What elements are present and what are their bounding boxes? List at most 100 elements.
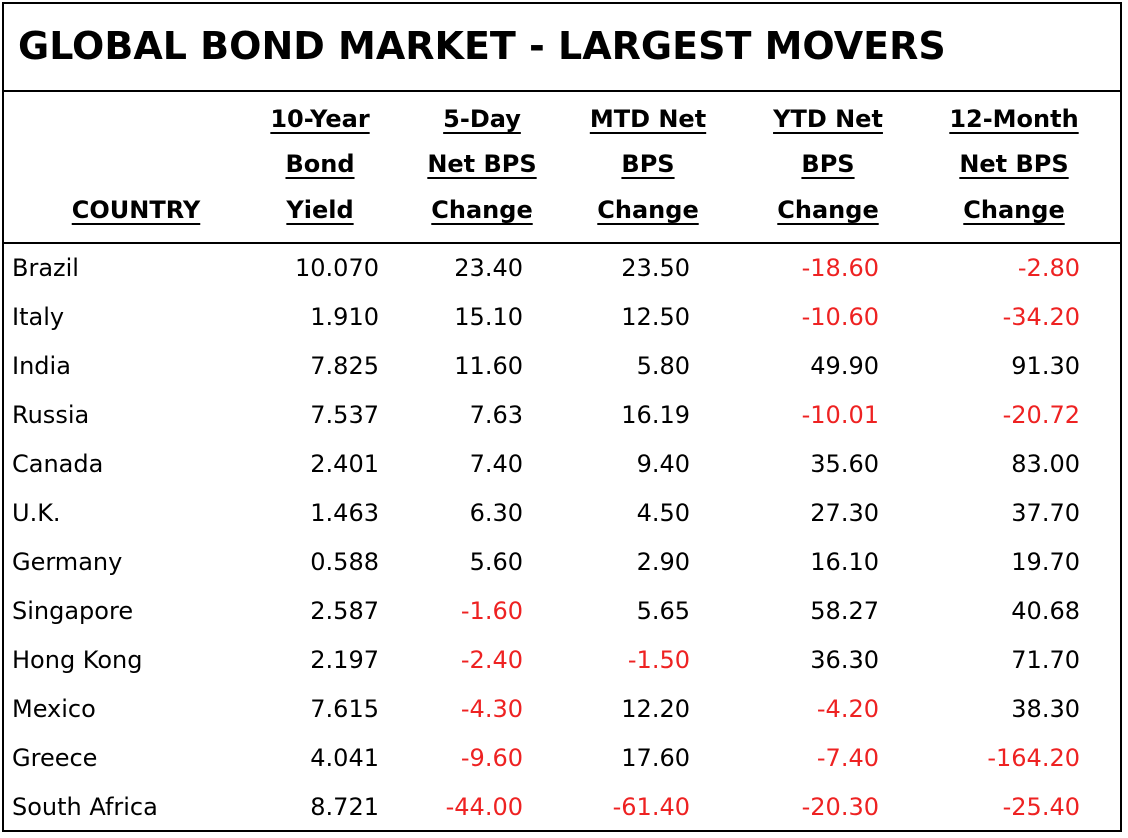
cell-m12: 38.30 — [1011, 695, 1080, 723]
cell-mtd: 5.80 — [636, 352, 690, 380]
cell-m12: 91.30 — [1011, 352, 1080, 380]
header-d5-line-2: Change — [431, 196, 533, 224]
cell-country: Brazil — [12, 254, 79, 282]
cell-country: Singapore — [12, 597, 134, 625]
cell-country: Canada — [12, 450, 104, 478]
cell-mtd: 2.90 — [636, 548, 690, 576]
table-row: Italy 1.910 15.10 12.50 -10.60 -34.20 — [4, 293, 1120, 342]
cell-country: Greece — [12, 744, 98, 772]
cell-yield: 1.910 — [310, 303, 379, 331]
cell-ytd: -4.20 — [816, 695, 879, 723]
cell-m12: -20.72 — [1002, 401, 1080, 429]
cell-d5: 7.63 — [469, 401, 523, 429]
table-row: India 7.825 11.60 5.80 49.90 91.30 — [4, 342, 1120, 391]
table-title: GLOBAL BOND MARKET - LARGEST MOVERS — [4, 4, 1120, 92]
table-row: Singapore 2.587 -1.60 5.65 58.27 40.68 — [4, 587, 1120, 636]
cell-m12: 19.70 — [1011, 548, 1080, 576]
cell-m12: 37.70 — [1011, 499, 1080, 527]
cell-ytd: 35.60 — [810, 450, 879, 478]
cell-yield: 8.721 — [310, 793, 379, 821]
cell-ytd: 58.27 — [810, 597, 879, 625]
cell-mtd: 12.20 — [621, 695, 690, 723]
cell-m12: -25.40 — [1002, 793, 1080, 821]
header-mtd-line-1: BPS — [621, 150, 675, 178]
header-m12-line-0: 12-Month — [949, 105, 1079, 133]
cell-ytd: 27.30 — [810, 499, 879, 527]
cell-d5: 7.40 — [469, 450, 523, 478]
cell-m12: 83.00 — [1011, 450, 1080, 478]
cell-m12: -2.80 — [1017, 254, 1080, 282]
cell-d5: -9.60 — [460, 744, 523, 772]
cell-d5: 5.60 — [469, 548, 523, 576]
cell-m12: 71.70 — [1011, 646, 1080, 674]
table-header: COUNTRY 10-Year Bond Yield 5-Day Net BPS Chang… — [4, 92, 1120, 244]
table-row: Brazil 10.070 23.40 23.50 -18.60 -2.80 — [4, 244, 1120, 293]
cell-d5: 6.30 — [469, 499, 523, 527]
cell-mtd: 23.50 — [621, 254, 690, 282]
cell-yield: 2.401 — [310, 450, 379, 478]
cell-m12: -164.20 — [987, 744, 1080, 772]
table-row: South Africa 8.721 -44.00 -61.40 -20.30 -25.4… — [4, 783, 1120, 832]
table-row: Canada 2.401 7.40 9.40 35.60 83.00 — [4, 440, 1120, 489]
header-yield-line-1: Bond — [285, 150, 355, 178]
cell-yield: 7.537 — [310, 401, 379, 429]
cell-country: South Africa — [12, 793, 158, 821]
cell-country: Italy — [12, 303, 65, 331]
table-row: Mexico 7.615 -4.30 12.20 -4.20 38.30 — [4, 685, 1120, 734]
cell-d5: 15.10 — [454, 303, 523, 331]
cell-d5: -44.00 — [445, 793, 523, 821]
cell-d5: -1.60 — [460, 597, 523, 625]
cell-country: India — [12, 352, 71, 380]
cell-country: Mexico — [12, 695, 96, 723]
cell-yield: 7.615 — [310, 695, 379, 723]
cell-ytd: 36.30 — [810, 646, 879, 674]
cell-m12: -34.20 — [1002, 303, 1080, 331]
cell-ytd: -10.60 — [801, 303, 879, 331]
cell-yield: 7.825 — [310, 352, 379, 380]
cell-country: Russia — [12, 401, 90, 429]
cell-yield: 2.197 — [310, 646, 379, 674]
cell-yield: 10.070 — [295, 254, 379, 282]
header-ytd-line-2: Change — [777, 196, 879, 224]
cell-d5: -2.40 — [460, 646, 523, 674]
header-mtd-line-2: Change — [597, 196, 699, 224]
cell-d5: 11.60 — [454, 352, 523, 380]
header-mtd-line-0: MTD Net — [589, 105, 707, 133]
cell-yield: 2.587 — [310, 597, 379, 625]
cell-mtd: 5.65 — [636, 597, 690, 625]
header-d5-line-1: Net BPS — [427, 150, 537, 178]
cell-ytd: -7.40 — [816, 744, 879, 772]
cell-mtd: 9.40 — [636, 450, 690, 478]
cell-yield: 4.041 — [310, 744, 379, 772]
cell-ytd: -20.30 — [801, 793, 879, 821]
header-yield-line-0: 10-Year — [270, 105, 370, 133]
cell-mtd: 17.60 — [621, 744, 690, 772]
cell-mtd: 4.50 — [636, 499, 690, 527]
cell-mtd: -61.40 — [612, 793, 690, 821]
header-ytd-line-1: BPS — [801, 150, 855, 178]
cell-d5: -4.30 — [460, 695, 523, 723]
table-row: U.K. 1.463 6.30 4.50 27.30 37.70 — [4, 489, 1120, 538]
cell-ytd: -10.01 — [801, 401, 879, 429]
header-country-line-0: COUNTRY — [71, 196, 201, 224]
table-row: Greece 4.041 -9.60 17.60 -7.40 -164.20 — [4, 734, 1120, 783]
cell-yield: 1.463 — [310, 499, 379, 527]
header-yield-line-2: Yield — [286, 196, 354, 224]
cell-ytd: 16.10 — [810, 548, 879, 576]
header-ytd-line-0: YTD Net — [773, 105, 883, 133]
table-row: Russia 7.537 7.63 16.19 -10.01 -20.72 — [4, 391, 1120, 440]
cell-m12: 40.68 — [1011, 597, 1080, 625]
table-row: Hong Kong 2.197 -2.40 -1.50 36.30 71.70 — [4, 636, 1120, 685]
cell-country: Hong Kong — [12, 646, 143, 674]
cell-mtd: 12.50 — [621, 303, 690, 331]
cell-country: Germany — [12, 548, 123, 576]
cell-mtd: -1.50 — [627, 646, 690, 674]
cell-ytd: 49.90 — [810, 352, 879, 380]
cell-yield: 0.588 — [310, 548, 379, 576]
header-m12-line-2: Change — [963, 196, 1065, 224]
cell-mtd: 16.19 — [621, 401, 690, 429]
header-d5-line-0: 5-Day — [443, 105, 521, 133]
cell-d5: 23.40 — [454, 254, 523, 282]
table-row: Germany 0.588 5.60 2.90 16.10 19.70 — [4, 538, 1120, 587]
